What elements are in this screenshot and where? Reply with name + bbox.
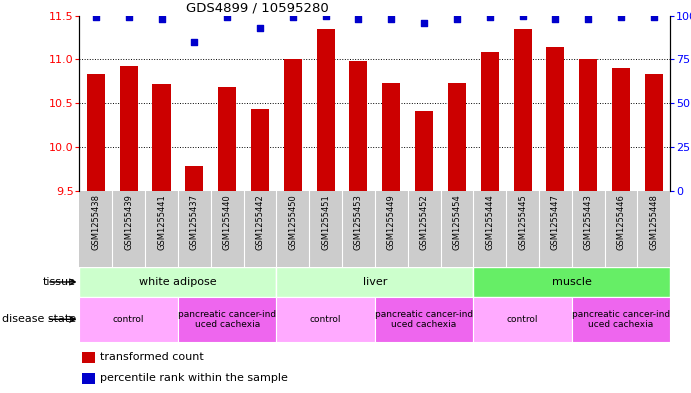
Bar [87,74,105,191]
Bar [251,109,269,191]
Bar [547,47,565,191]
Bar [645,74,663,191]
Text: GSM1255446: GSM1255446 [616,195,625,250]
Point [616,14,627,20]
Text: liver: liver [363,277,387,287]
Bar [276,297,375,342]
Text: GSM1255449: GSM1255449 [387,195,396,250]
Text: GSM1255448: GSM1255448 [650,195,659,250]
Bar [82,352,95,364]
Text: GSM1255447: GSM1255447 [551,195,560,250]
Point [91,14,102,20]
Point [222,14,233,20]
Point [550,16,561,22]
Bar [185,166,203,191]
Point [451,16,462,22]
Text: GSM1255441: GSM1255441 [157,195,166,250]
Text: muscle: muscle [552,277,591,287]
Bar [473,267,670,297]
Point [386,16,397,22]
Bar [571,297,670,342]
Bar [82,373,95,384]
Text: pancreatic cancer-ind
uced cachexia: pancreatic cancer-ind uced cachexia [178,310,276,329]
Bar [375,297,473,342]
Bar [612,68,630,191]
Text: pancreatic cancer-ind
uced cachexia: pancreatic cancer-ind uced cachexia [375,310,473,329]
Bar [218,86,236,191]
Bar [120,66,138,191]
Bar [79,267,276,297]
Point [254,25,265,31]
Bar [448,83,466,191]
Bar [579,59,597,191]
Point [583,16,594,22]
Text: GSM1255444: GSM1255444 [485,195,494,250]
Text: white adipose: white adipose [139,277,217,287]
Text: transformed count: transformed count [100,352,204,362]
Text: GSM1255442: GSM1255442 [256,195,265,250]
Point [156,16,167,22]
Point [287,14,299,20]
Text: GSM1255451: GSM1255451 [321,195,330,250]
Bar [79,297,178,342]
Point [419,20,430,26]
Text: disease state: disease state [2,314,76,324]
Text: GSM1255454: GSM1255454 [453,195,462,250]
Bar [178,297,276,342]
Point [189,39,200,45]
Text: GSM1255437: GSM1255437 [190,195,199,250]
Text: pancreatic cancer-ind
uced cachexia: pancreatic cancer-ind uced cachexia [572,310,670,329]
Text: GSM1255438: GSM1255438 [91,195,100,250]
Bar [382,83,400,191]
Point [123,14,134,20]
Bar [473,297,571,342]
Text: GSM1255450: GSM1255450 [288,195,297,250]
Text: GDS4899 / 10595280: GDS4899 / 10595280 [186,2,328,15]
Text: GSM1255453: GSM1255453 [354,195,363,250]
Point [320,13,331,19]
Text: GSM1255439: GSM1255439 [124,195,133,250]
Text: GSM1255443: GSM1255443 [584,195,593,250]
Bar [415,111,433,191]
Text: GSM1255445: GSM1255445 [518,195,527,250]
Bar [153,84,171,191]
Text: control: control [507,315,538,324]
Text: GSM1255452: GSM1255452 [419,195,428,250]
Text: control: control [113,315,144,324]
Text: GSM1255440: GSM1255440 [223,195,231,250]
Bar [513,29,531,191]
Point [353,16,364,22]
Bar [316,29,334,191]
Bar [284,59,302,191]
Text: control: control [310,315,341,324]
Point [484,14,495,20]
Text: tissue: tissue [43,277,76,287]
Bar [350,61,368,191]
Bar [276,267,473,297]
Point [517,13,528,19]
Bar [481,52,499,191]
Text: percentile rank within the sample: percentile rank within the sample [100,373,288,383]
Point [648,14,659,20]
